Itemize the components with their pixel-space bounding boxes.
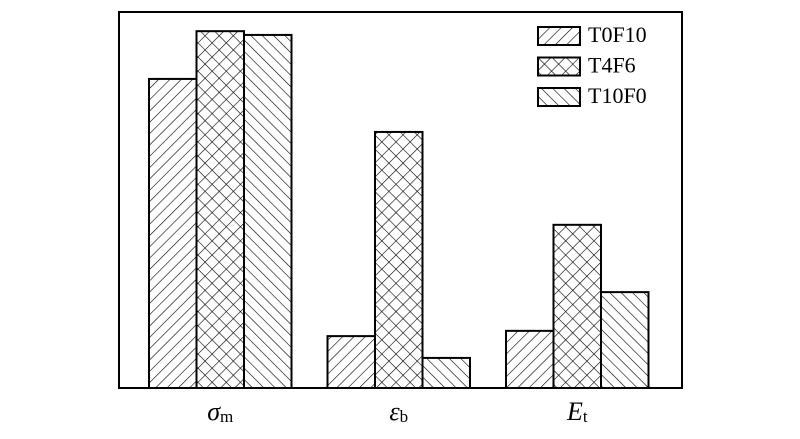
bar (326, 335, 376, 389)
bar (148, 77, 198, 389)
bar (195, 30, 245, 390)
category-subscript: m (220, 407, 233, 426)
category-symbol: E (566, 397, 583, 426)
category-symbol: ε (389, 397, 400, 426)
bar (243, 33, 293, 389)
category-symbol: σ (207, 397, 221, 426)
bar (552, 223, 602, 389)
category-subscript: t (583, 407, 588, 426)
x-tick-label: εb (389, 397, 408, 426)
legend-swatch (537, 56, 581, 77)
category-subscript: b (400, 407, 409, 426)
legend-label: T10F0 (588, 83, 647, 108)
legend-label: T0F10 (588, 22, 647, 47)
plot-frame (118, 11, 683, 389)
bar (600, 291, 650, 389)
legend-label: T4F6 (588, 53, 636, 78)
legend-swatch (537, 26, 581, 46)
x-tick-label: Et (566, 397, 588, 426)
bar (421, 356, 471, 390)
bar (374, 130, 424, 389)
bar (505, 329, 555, 389)
legend-swatch (537, 87, 581, 107)
x-tick-label: σm (207, 397, 233, 426)
